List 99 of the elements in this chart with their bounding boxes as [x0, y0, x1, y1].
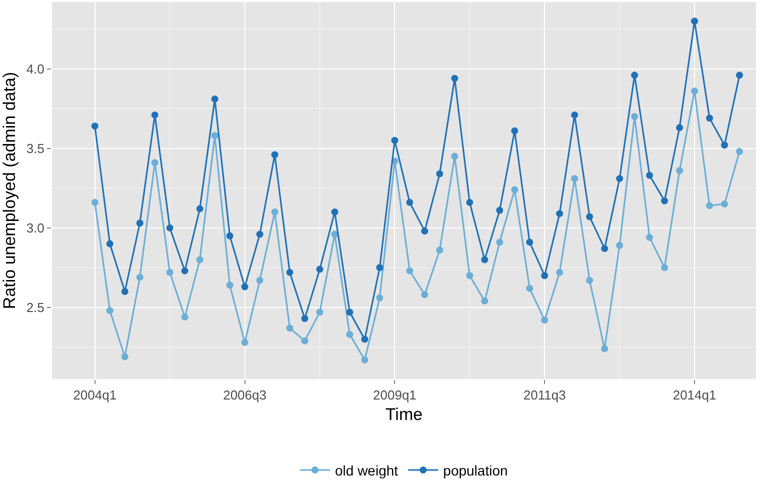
point [451, 152, 458, 160]
point [526, 284, 534, 292]
y-axis-title: Ratio unemployed (admin data) [0, 72, 19, 310]
point [691, 88, 698, 95]
point [331, 208, 338, 216]
point [226, 282, 234, 289]
point [241, 283, 248, 290]
point [661, 264, 668, 272]
point [541, 316, 548, 324]
point [601, 345, 608, 352]
point [316, 308, 324, 316]
point [376, 294, 384, 302]
point [721, 142, 728, 149]
point [196, 256, 204, 264]
point [151, 111, 158, 118]
point [361, 356, 368, 364]
point [136, 274, 144, 281]
point [166, 224, 174, 232]
point [376, 264, 384, 272]
point [571, 175, 578, 182]
x-tick-label: 2009q1 [373, 388, 416, 403]
point [496, 238, 504, 246]
point [256, 230, 264, 238]
point [301, 315, 308, 322]
legend-label: old weight [335, 462, 398, 478]
y-tick-label: 3.5 [26, 140, 44, 156]
point [451, 74, 458, 82]
point [106, 307, 114, 314]
point [466, 272, 474, 280]
point [691, 18, 698, 25]
point [106, 240, 114, 248]
point [541, 272, 548, 280]
point [271, 208, 278, 216]
point [151, 159, 158, 166]
point [391, 136, 398, 144]
point [526, 238, 534, 246]
point [721, 200, 728, 208]
point [421, 291, 428, 298]
x-tick-label: 2004q1 [73, 388, 117, 403]
point [646, 234, 654, 241]
y-tick-label: 4.0 [26, 61, 44, 76]
point [211, 132, 218, 140]
point [571, 111, 578, 118]
point [466, 198, 474, 206]
point [481, 298, 488, 305]
point [601, 245, 608, 252]
point [406, 267, 414, 274]
point [421, 228, 428, 235]
point [91, 122, 98, 130]
point [586, 213, 594, 220]
point [406, 198, 414, 206]
point [706, 114, 714, 122]
point [661, 197, 668, 204]
point [166, 268, 174, 276]
y-tick-label: 3.0 [26, 220, 44, 236]
x-tick-label: 2014q1 [672, 388, 716, 403]
point [346, 330, 354, 338]
point [241, 338, 248, 346]
point [316, 266, 324, 273]
point [706, 202, 714, 210]
point [511, 127, 518, 134]
point [271, 151, 278, 158]
point [301, 337, 308, 344]
point [676, 167, 684, 174]
point [121, 288, 128, 296]
point [91, 198, 98, 206]
point [586, 276, 594, 284]
point [181, 267, 188, 274]
point [121, 353, 128, 360]
x-axis-title: Time [385, 405, 423, 424]
point [361, 336, 368, 343]
point [676, 124, 684, 132]
legend-label: population [443, 462, 508, 478]
point [211, 96, 218, 103]
point [736, 72, 744, 79]
point [286, 268, 294, 276]
point [436, 170, 444, 178]
point [196, 205, 204, 212]
point [736, 148, 744, 156]
point [556, 210, 564, 218]
point [616, 175, 624, 182]
point [256, 276, 264, 284]
point [631, 72, 638, 79]
point [511, 186, 518, 194]
point [136, 220, 144, 227]
point [481, 256, 488, 264]
point [436, 246, 444, 254]
x-tick-label: 2006q3 [223, 388, 266, 403]
point [496, 206, 504, 214]
x-tick-label: 2011q3 [523, 388, 566, 403]
point [181, 313, 188, 320]
point [286, 324, 294, 332]
point [226, 232, 234, 240]
point [631, 113, 638, 120]
point [556, 268, 564, 276]
point [616, 242, 624, 249]
point [346, 308, 354, 316]
y-tick-label: 2.5 [26, 300, 44, 315]
point [646, 172, 654, 179]
